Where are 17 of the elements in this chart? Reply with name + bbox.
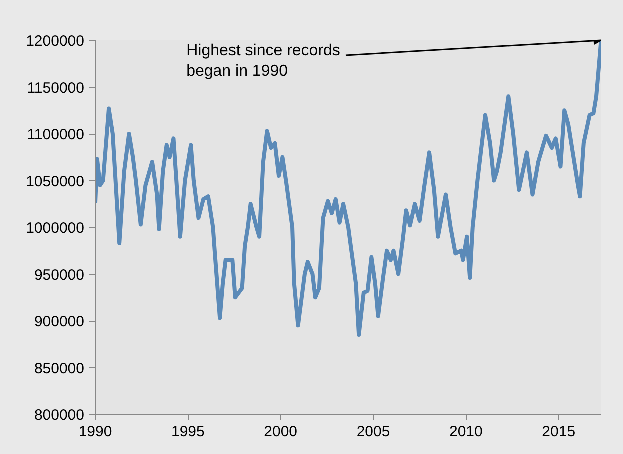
y-tick-label: 1000000 bbox=[26, 220, 85, 237]
y-tick-label: 850000 bbox=[34, 360, 85, 378]
y-tick-label: 900000 bbox=[34, 314, 85, 330]
x-tick-label: 2005 bbox=[356, 424, 390, 440]
y-tick-label: 1100000 bbox=[27, 126, 85, 144]
x-tick-label: 1995 bbox=[171, 424, 205, 440]
y-tick-label: 800000 bbox=[34, 407, 85, 424]
annotation: Highest since records began in 1990 bbox=[186, 42, 340, 80]
y-tick-label: 1150000 bbox=[27, 80, 85, 97]
x-tick-label: 2010 bbox=[450, 424, 483, 440]
y-tick-label: 1200000 bbox=[26, 33, 85, 50]
x-tick-label: 2015 bbox=[542, 424, 576, 440]
y-tick-label: 950000 bbox=[34, 266, 85, 284]
x-tick-label: 1990 bbox=[78, 424, 112, 440]
x-tick-label: 2000 bbox=[264, 424, 298, 440]
y-tick-label: 1050000 bbox=[26, 173, 85, 190]
line-series bbox=[96, 40, 602, 338]
